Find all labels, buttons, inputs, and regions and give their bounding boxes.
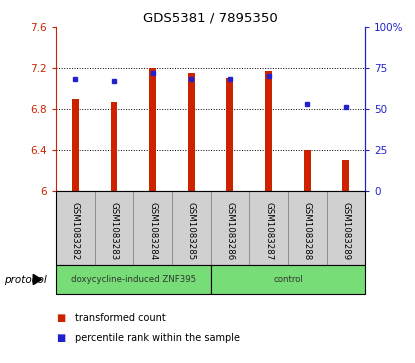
Text: control: control <box>273 275 303 284</box>
Bar <box>342 160 349 191</box>
Text: ■: ■ <box>56 313 65 323</box>
Bar <box>56 191 95 265</box>
Bar <box>188 73 195 191</box>
Bar <box>72 99 79 191</box>
Text: transformed count: transformed count <box>75 313 166 323</box>
Bar <box>210 191 249 265</box>
Bar <box>227 78 233 191</box>
Text: GSM1083288: GSM1083288 <box>303 202 312 260</box>
Text: GSM1083285: GSM1083285 <box>187 202 196 260</box>
Bar <box>288 191 327 265</box>
Bar <box>249 191 288 265</box>
Text: GSM1083286: GSM1083286 <box>225 202 234 260</box>
Text: GSM1083282: GSM1083282 <box>71 202 80 260</box>
Text: GSM1083287: GSM1083287 <box>264 202 273 260</box>
Text: GSM1083284: GSM1083284 <box>148 202 157 260</box>
Bar <box>265 71 272 191</box>
Bar <box>172 191 210 265</box>
Text: ■: ■ <box>56 333 65 343</box>
Text: GSM1083283: GSM1083283 <box>110 202 119 260</box>
Bar <box>304 150 311 191</box>
Bar <box>95 191 133 265</box>
Title: GDS5381 / 7895350: GDS5381 / 7895350 <box>143 12 278 25</box>
Bar <box>110 102 117 191</box>
Text: doxycycline-induced ZNF395: doxycycline-induced ZNF395 <box>71 275 196 284</box>
Bar <box>327 191 365 265</box>
Bar <box>149 68 156 191</box>
Bar <box>210 265 365 294</box>
Bar <box>56 265 210 294</box>
Text: GSM1083289: GSM1083289 <box>342 202 350 260</box>
Text: protocol: protocol <box>4 274 47 285</box>
Text: percentile rank within the sample: percentile rank within the sample <box>75 333 240 343</box>
Bar <box>133 191 172 265</box>
